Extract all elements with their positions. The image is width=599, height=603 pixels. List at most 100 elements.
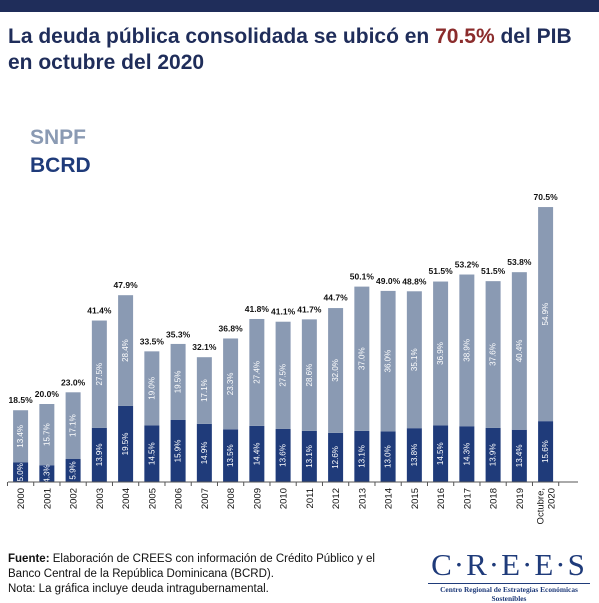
title-text-end: del PIB en octubre del 2020	[8, 25, 572, 74]
snpf-value-label: 37.0%	[357, 347, 366, 370]
total-label: 32.1%	[192, 342, 217, 352]
total-label: 23.0%	[61, 377, 86, 387]
total-label: 49.0%	[376, 276, 401, 286]
bcrd-value-label: 15.9%	[174, 440, 183, 463]
bar-snpf	[459, 274, 475, 427]
total-label: 33.5%	[140, 336, 165, 346]
x-tick-label: 2006	[174, 488, 185, 509]
bar-snpf	[144, 351, 160, 426]
snpf-value-label: 37.6%	[489, 343, 498, 366]
bar-bcrd	[223, 429, 239, 482]
bar-snpf	[433, 281, 449, 426]
bcrd-value-label: 13.9%	[489, 444, 498, 467]
x-tick-label: Octubre,2020	[536, 488, 558, 524]
bar-snpf	[170, 343, 186, 420]
x-tick-label: 2019	[515, 488, 526, 509]
legend-bcrd: BCRD	[30, 154, 91, 177]
total-label: 70.5%	[534, 192, 559, 202]
bcrd-value-label: 13.1%	[305, 445, 314, 468]
bcrd-value-label: 4.3%	[42, 464, 51, 482]
bar-bcrd	[354, 430, 370, 482]
bar-bcrd	[538, 421, 554, 482]
x-tick-label: 2000	[16, 488, 27, 509]
bar-bcrd	[144, 425, 160, 482]
total-label: 53.2%	[455, 260, 480, 270]
snpf-value-label: 23.3%	[226, 373, 235, 396]
bar-bcrd	[380, 431, 396, 482]
bar-bcrd	[118, 405, 134, 482]
bcrd-value-label: 12.6%	[331, 446, 340, 469]
bar-snpf	[249, 318, 265, 426]
x-tick-label: 2008	[226, 488, 237, 509]
bar-snpf	[354, 286, 370, 431]
bar-bcrd	[406, 428, 422, 482]
snpf-value-label: 27.4%	[252, 361, 261, 384]
x-tick-label: 2017	[462, 488, 473, 509]
bar-snpf	[538, 207, 554, 422]
snpf-value-label: 32.0%	[331, 359, 340, 382]
bar-snpf	[118, 295, 134, 406]
snpf-value-label: 17.1%	[69, 414, 78, 437]
bcrd-value-label: 13.0%	[384, 445, 393, 468]
bar-bcrd	[511, 429, 527, 482]
total-label: 41.4%	[87, 306, 112, 316]
x-tick-label: 2005	[147, 488, 158, 509]
snpf-value-label: 27.5%	[95, 363, 104, 386]
source-label: Fuente:	[8, 553, 50, 565]
total-label: 48.8%	[402, 277, 427, 287]
title-text: La deuda pública consolidada se ubicó en	[8, 25, 436, 48]
total-label: 51.5%	[429, 266, 454, 276]
snpf-value-label: 36.0%	[384, 350, 393, 373]
snpf-value-label: 27.5%	[279, 364, 288, 387]
intragov-note: Nota: La gráfica incluye deuda intragube…	[8, 583, 269, 595]
bcrd-value-label: 14.5%	[436, 442, 445, 465]
bar-bcrd	[433, 425, 449, 482]
bar-bcrd	[328, 432, 344, 482]
bcrd-value-label: 13.4%	[515, 445, 524, 468]
bar-bcrd	[170, 419, 186, 482]
chart-title: La deuda pública consolidada se ubicó en…	[8, 24, 593, 76]
bar-bcrd	[249, 425, 265, 482]
total-label: 50.1%	[350, 272, 375, 282]
total-label: 51.5%	[481, 266, 506, 276]
bar-snpf	[301, 319, 317, 431]
total-label: 41.1%	[271, 307, 296, 317]
total-label: 47.9%	[114, 280, 139, 290]
total-label: 44.7%	[324, 293, 349, 303]
bcrd-value-label: 14.3%	[462, 443, 471, 466]
total-label: 41.8%	[245, 304, 270, 314]
bar-bcrd	[13, 462, 29, 482]
bcrd-value-label: 19.5%	[121, 433, 130, 456]
footer: Fuente: Elaboración de CREES con informa…	[8, 552, 403, 597]
snpf-value-label: 19.5%	[174, 371, 183, 394]
stacked-bar-chart: 5.0% 13.4% 18.5% 2000 4.3% 15.7% 20.0% 2001 5.9%…	[6, 192, 578, 524]
snpf-value-label: 38.9%	[462, 339, 471, 362]
total-label: 53.8%	[507, 257, 532, 267]
bcrd-value-label: 14.5%	[147, 442, 156, 465]
bcrd-value-label: 5.9%	[69, 461, 78, 479]
bar-snpf	[39, 404, 55, 466]
total-label: 18.5%	[9, 395, 34, 405]
bar-snpf	[328, 308, 344, 433]
snpf-value-label: 15.7%	[42, 423, 51, 446]
source-text: Elaboración de CREES con información de …	[8, 553, 375, 580]
snpf-value-label: 40.4%	[515, 340, 524, 363]
bcrd-value-label: 13.8%	[410, 444, 419, 467]
bcrd-value-label: 14.9%	[200, 442, 209, 465]
bcrd-value-label: 13.5%	[226, 444, 235, 467]
x-tick-label: 2001	[42, 488, 53, 509]
total-label: 35.3%	[166, 329, 191, 339]
bar-bcrd	[196, 423, 212, 482]
bar-snpf	[485, 281, 501, 428]
bar-snpf	[91, 320, 107, 428]
x-tick-label: 2018	[489, 488, 500, 509]
bar-bcrd	[91, 427, 107, 482]
bcrd-value-label: 13.1%	[357, 445, 366, 468]
total-label: 20.0%	[35, 389, 60, 399]
x-tick-label: 2009	[252, 488, 263, 509]
x-tick-label: 2011	[305, 488, 316, 508]
snpf-value-label: 19.0%	[147, 377, 156, 400]
bar-bcrd	[275, 428, 291, 482]
snpf-value-label: 35.1%	[410, 348, 419, 371]
snpf-value-label: 28.6%	[305, 364, 314, 387]
